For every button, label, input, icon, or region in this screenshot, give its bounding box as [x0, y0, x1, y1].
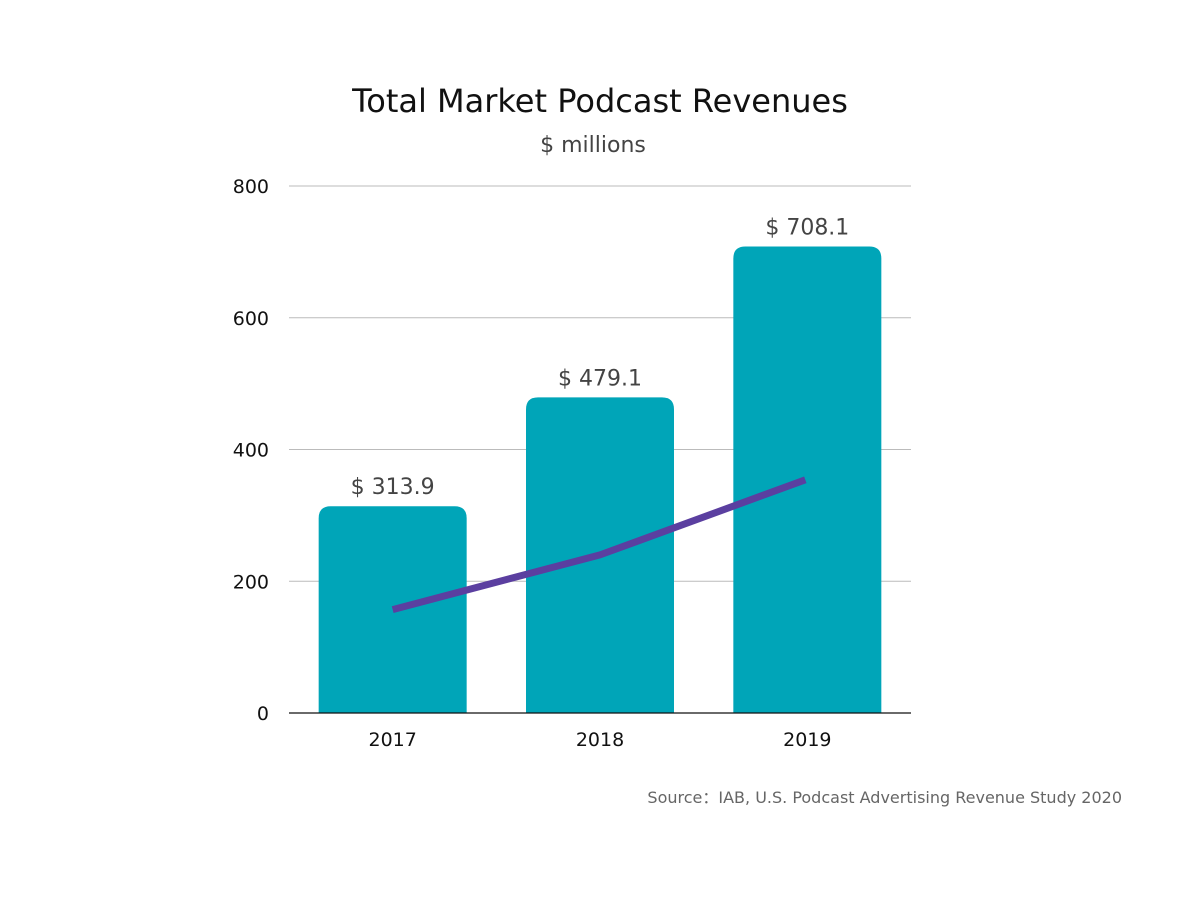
- x-tick-label: 2017: [368, 729, 416, 751]
- data-label: $ 313.9: [351, 475, 435, 500]
- bar-series: [318, 246, 882, 713]
- bar-2019: [733, 246, 882, 713]
- chart-subtitle: $ millions: [540, 133, 646, 158]
- x-axis-ticks: 2017 2018 2019: [368, 729, 831, 751]
- bar-2017: [318, 506, 467, 713]
- data-label: $ 479.1: [558, 366, 642, 391]
- chart-title: Total Market Podcast Revenues: [351, 82, 848, 120]
- y-axis-ticks: 0 200 400 600 800: [233, 176, 269, 725]
- data-labels: $ 313.9 $ 479.1 $ 708.1: [351, 216, 850, 501]
- y-tick-label: 800: [233, 176, 269, 198]
- line-series: [391, 476, 807, 613]
- source-note: Source：IAB, U.S. Podcast Advertising Rev…: [647, 788, 1122, 807]
- trend-line: [391, 476, 807, 613]
- data-label: $ 708.1: [765, 216, 849, 241]
- x-tick-label: 2018: [576, 729, 624, 751]
- y-tick-label: 200: [233, 571, 269, 593]
- y-tick-label: 400: [233, 440, 269, 462]
- y-tick-label: 600: [233, 308, 269, 330]
- y-tick-label: 0: [257, 703, 269, 725]
- x-tick-label: 2019: [783, 729, 831, 751]
